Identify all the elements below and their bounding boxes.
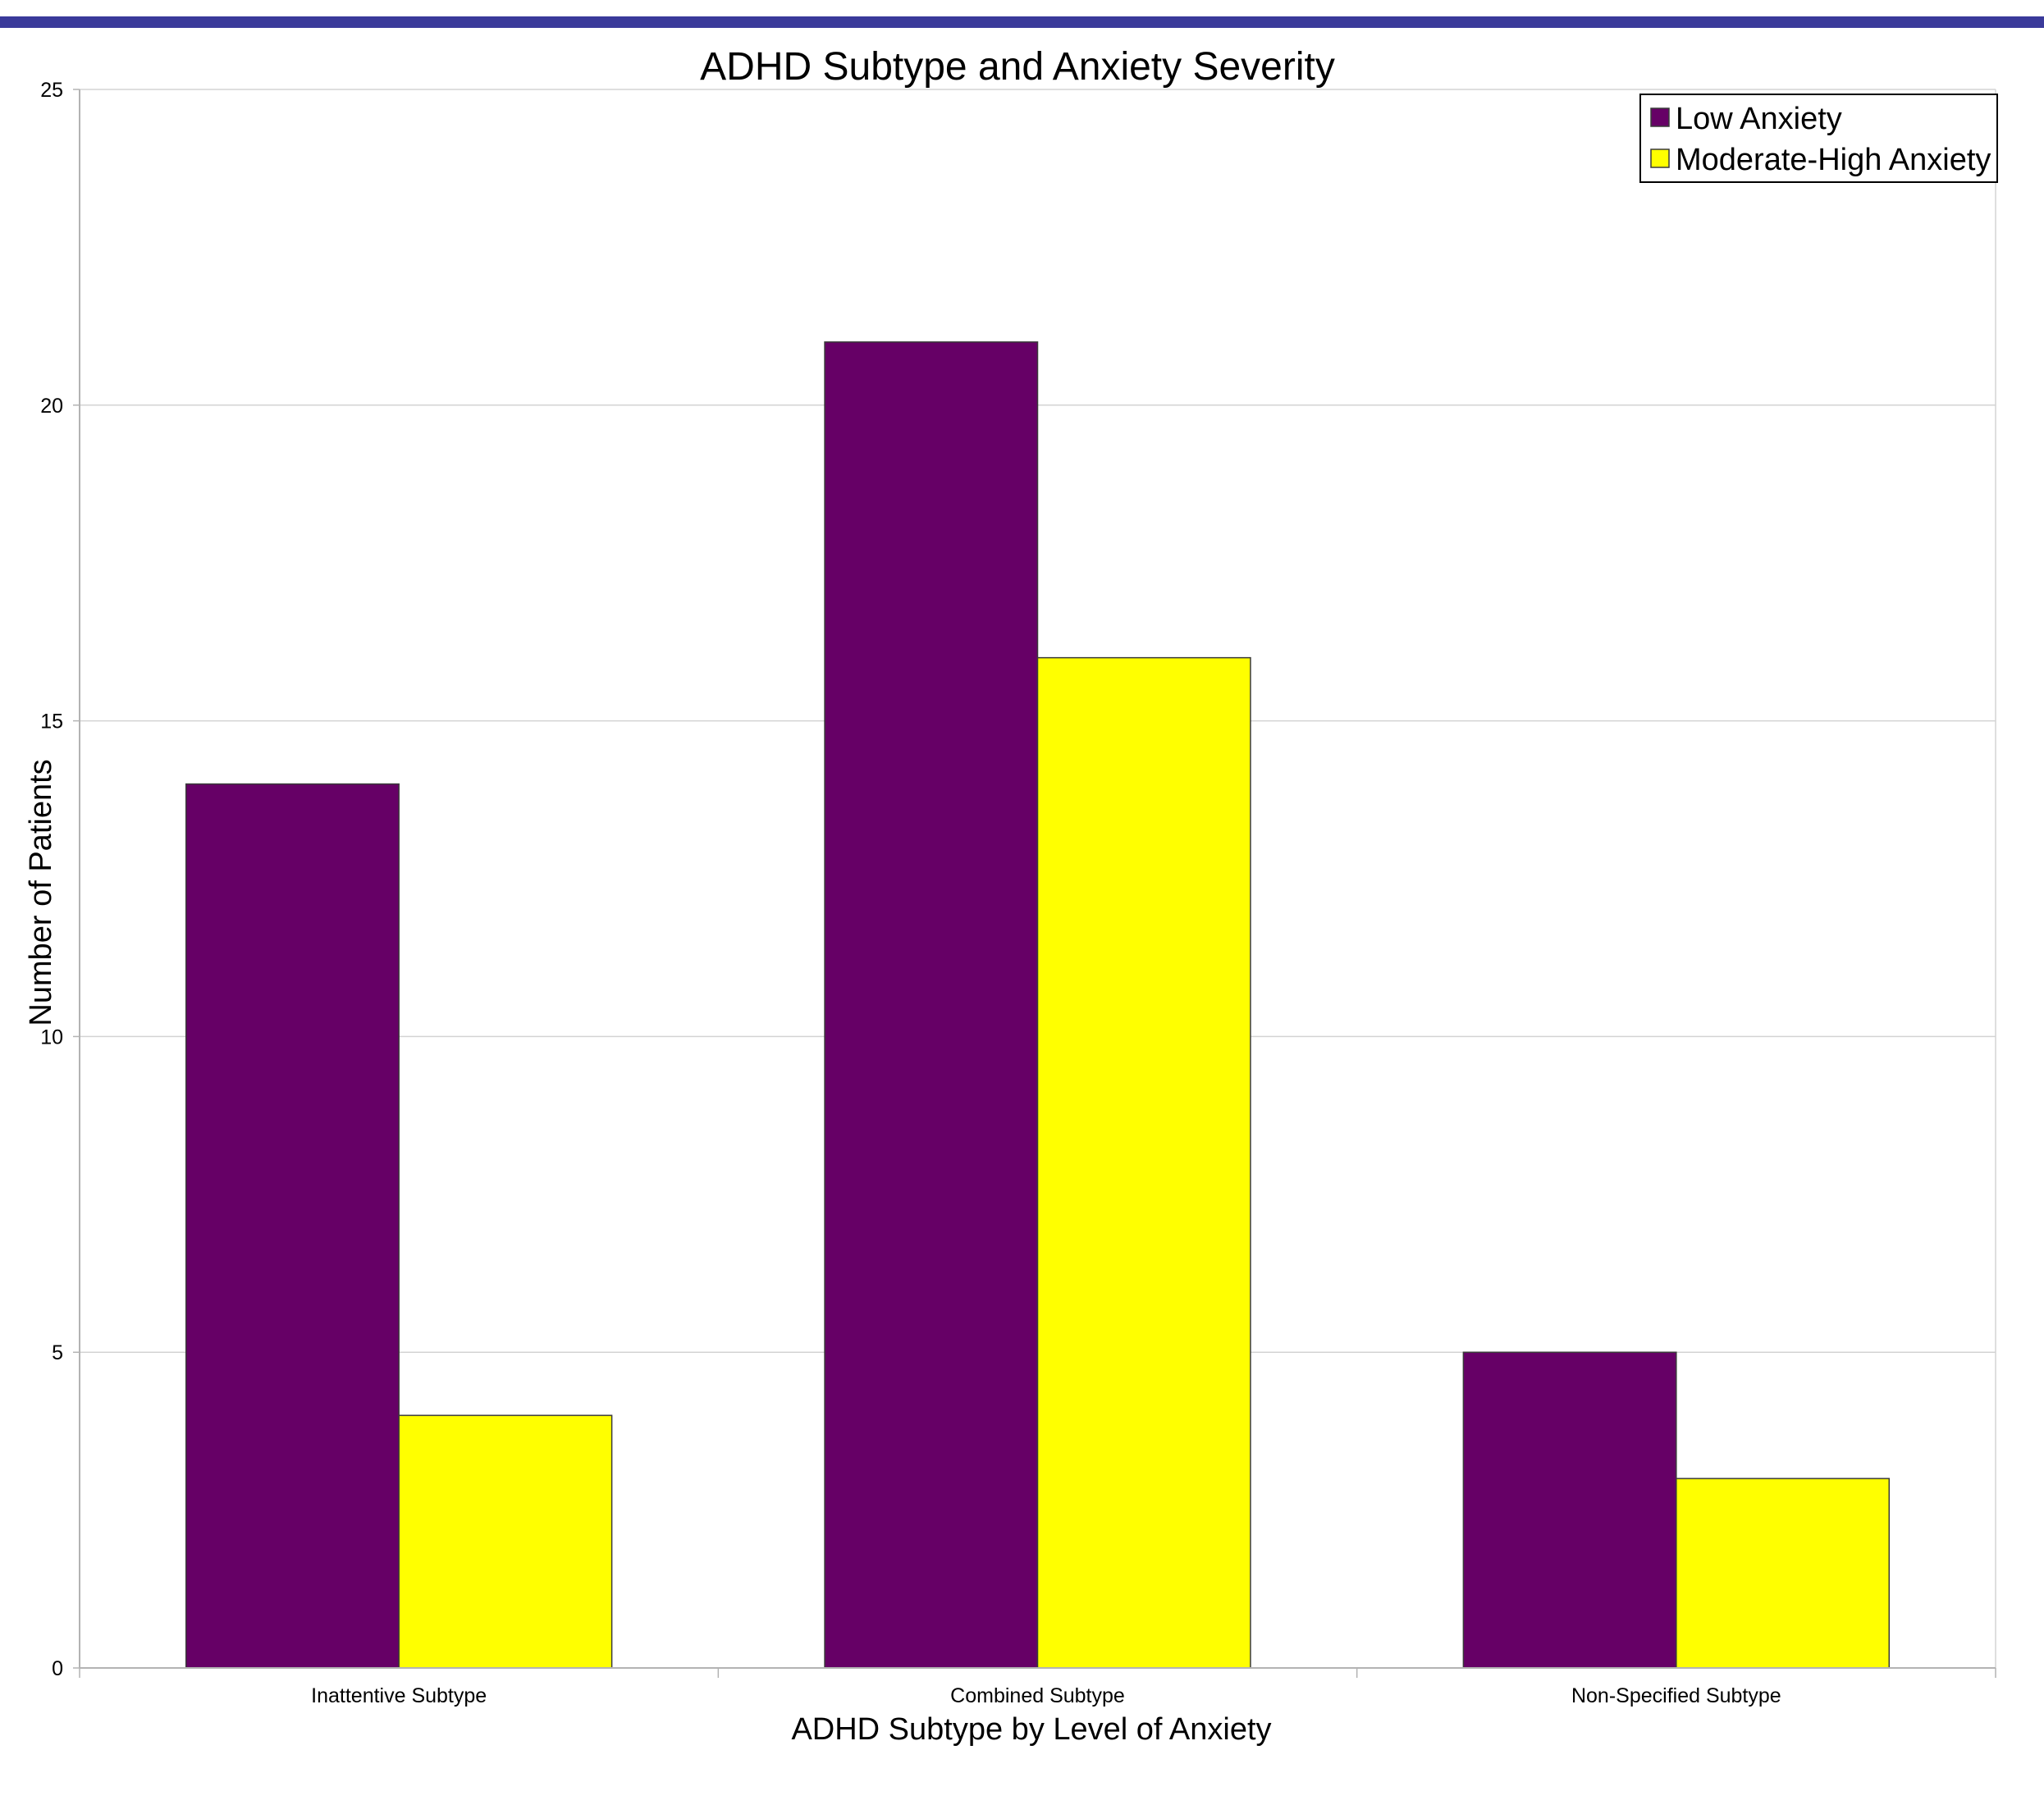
bar-moderate-high-anxiety-1 bbox=[1036, 656, 1251, 1669]
bar-low-anxiety-1 bbox=[824, 341, 1039, 1669]
bar-low-anxiety-2 bbox=[1462, 1351, 1677, 1669]
legend-label-low-anxiety: Low Anxiety bbox=[1676, 102, 1842, 136]
legend: Low Anxiety Moderate-High Anxiety bbox=[1639, 94, 1998, 183]
y-tick-label: 20 bbox=[40, 395, 63, 418]
bar-low-anxiety-0 bbox=[185, 783, 400, 1669]
chart-title: ADHD Subtype and Anxiety Severity bbox=[700, 45, 1335, 89]
axes bbox=[73, 89, 1996, 1678]
bar-moderate-high-anxiety-0 bbox=[398, 1414, 613, 1669]
y-tick-label: 25 bbox=[40, 79, 63, 102]
legend-swatch-low-anxiety bbox=[1650, 107, 1670, 127]
y-tick-label: 5 bbox=[52, 1341, 63, 1364]
x-axis-title: ADHD Subtype by Level of Anxiety bbox=[791, 1712, 1271, 1747]
y-axis-title: Number of Patients bbox=[24, 759, 58, 1026]
y-tick-label: 10 bbox=[40, 1026, 63, 1049]
y-tick-label: 15 bbox=[40, 711, 63, 733]
legend-box bbox=[1639, 94, 1998, 183]
x-tick-label: Combined Subtype bbox=[950, 1684, 1125, 1707]
y-tick-label: 0 bbox=[52, 1657, 63, 1680]
x-tick-label: Inattentive Subtype bbox=[311, 1684, 487, 1707]
x-tick-labels: Inattentive Subtype Combined Subtype Non-S… bbox=[311, 1684, 1781, 1707]
bar-moderate-high-anxiety-2 bbox=[1676, 1478, 1891, 1669]
bars bbox=[185, 341, 1891, 1669]
top-band bbox=[0, 16, 2044, 28]
legend-label-moderate-high-anxiety: Moderate-High Anxiety bbox=[1676, 143, 1991, 177]
legend-swatch-moderate-high-anxiety bbox=[1650, 149, 1670, 168]
y-tick-labels: 0 5 10 15 20 25 bbox=[40, 79, 63, 1680]
x-tick-label: Non-Specified Subtype bbox=[1571, 1684, 1781, 1707]
